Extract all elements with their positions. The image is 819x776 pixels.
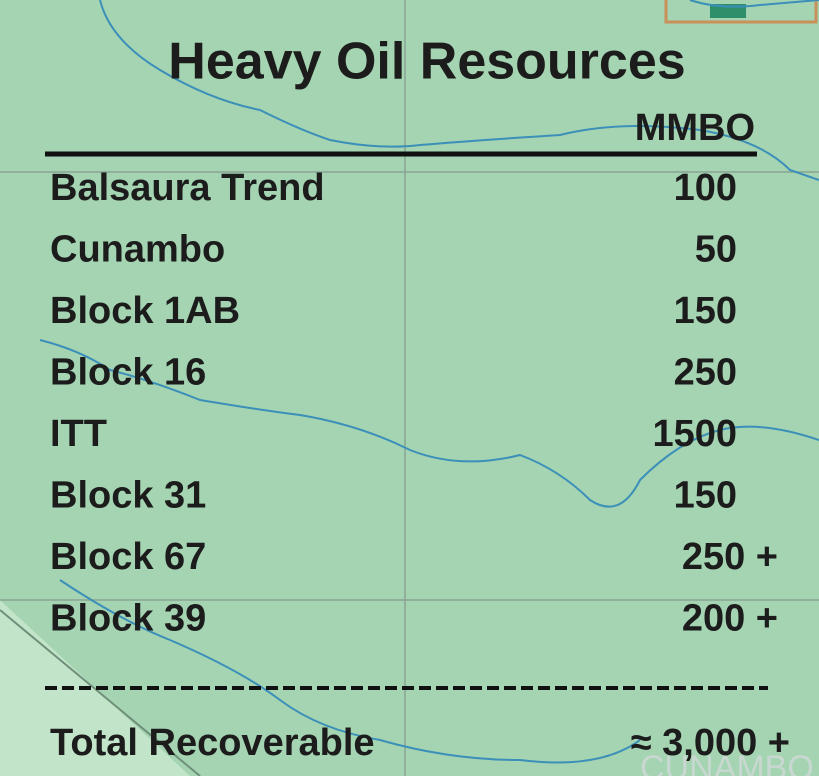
total-label: Total Recoverable bbox=[50, 722, 375, 764]
map-label: CUNAMBO bbox=[640, 749, 814, 776]
row-label: Cunambo bbox=[50, 229, 225, 271]
row-value: 100 bbox=[674, 167, 737, 209]
row-label: Block 1AB bbox=[50, 290, 240, 332]
row-value: 1500 bbox=[652, 413, 737, 455]
row-value: 150 bbox=[674, 475, 737, 517]
row-value: 150 bbox=[674, 290, 737, 332]
rivers bbox=[39, 0, 819, 764]
boundary bbox=[0, 609, 201, 776]
title: Heavy Oil Resources bbox=[168, 33, 685, 91]
unit-header: MMBO bbox=[635, 107, 755, 149]
rows: Balsaura Trend 100 Cunambo 50 Block 1AB 150 Bl… bbox=[50, 167, 778, 640]
row-label: Balsaura Trend bbox=[50, 167, 325, 209]
block-outline bbox=[664, 0, 818, 24]
row-label: Block 31 bbox=[50, 475, 206, 517]
row-label: Block 67 bbox=[50, 536, 206, 578]
row-value: 250 bbox=[674, 352, 737, 394]
row-label: Block 39 bbox=[50, 598, 206, 640]
row-value: 200 + bbox=[682, 598, 778, 640]
row-label: ITT bbox=[50, 413, 107, 455]
row-value: 250 + bbox=[682, 536, 778, 578]
row-label: Block 16 bbox=[50, 352, 206, 394]
row-value: 50 bbox=[695, 229, 737, 271]
total-value: ≈ 3,000 + bbox=[631, 722, 790, 764]
